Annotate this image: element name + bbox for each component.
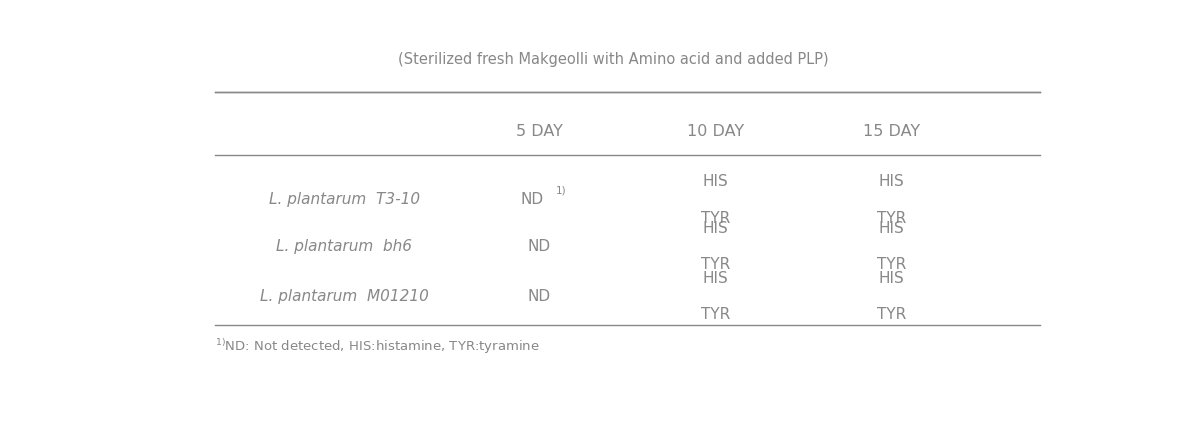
Text: TYR: TYR — [701, 211, 730, 226]
Text: $^{1)}$ND: Not detected, HIS:histamine, TYR:tyramine: $^{1)}$ND: Not detected, HIS:histamine, … — [214, 337, 540, 356]
Text: 1): 1) — [555, 186, 566, 196]
Text: TYR: TYR — [877, 211, 906, 226]
Text: HIS: HIS — [703, 174, 729, 189]
Text: HIS: HIS — [879, 270, 905, 286]
Text: HIS: HIS — [879, 174, 905, 189]
Text: L. plantarum  bh6: L. plantarum bh6 — [277, 239, 413, 254]
Text: 15 DAY: 15 DAY — [863, 124, 920, 139]
Text: ND: ND — [528, 289, 551, 304]
Text: TYR: TYR — [701, 257, 730, 272]
Text: L. plantarum  T3-10: L. plantarum T3-10 — [269, 192, 420, 207]
Text: ND: ND — [528, 239, 551, 254]
Text: HIS: HIS — [879, 221, 905, 235]
Text: 10 DAY: 10 DAY — [687, 124, 745, 139]
Text: 5 DAY: 5 DAY — [516, 124, 563, 139]
Text: HIS: HIS — [703, 270, 729, 286]
Text: (Sterilized fresh Makgeolli with Amino acid and added PLP): (Sterilized fresh Makgeolli with Amino a… — [399, 52, 828, 67]
Text: TYR: TYR — [877, 307, 906, 322]
Text: TYR: TYR — [877, 257, 906, 272]
Text: TYR: TYR — [701, 307, 730, 322]
Text: HIS: HIS — [703, 221, 729, 235]
Text: L. plantarum  M01210: L. plantarum M01210 — [260, 289, 429, 304]
Text: ND: ND — [521, 192, 543, 207]
